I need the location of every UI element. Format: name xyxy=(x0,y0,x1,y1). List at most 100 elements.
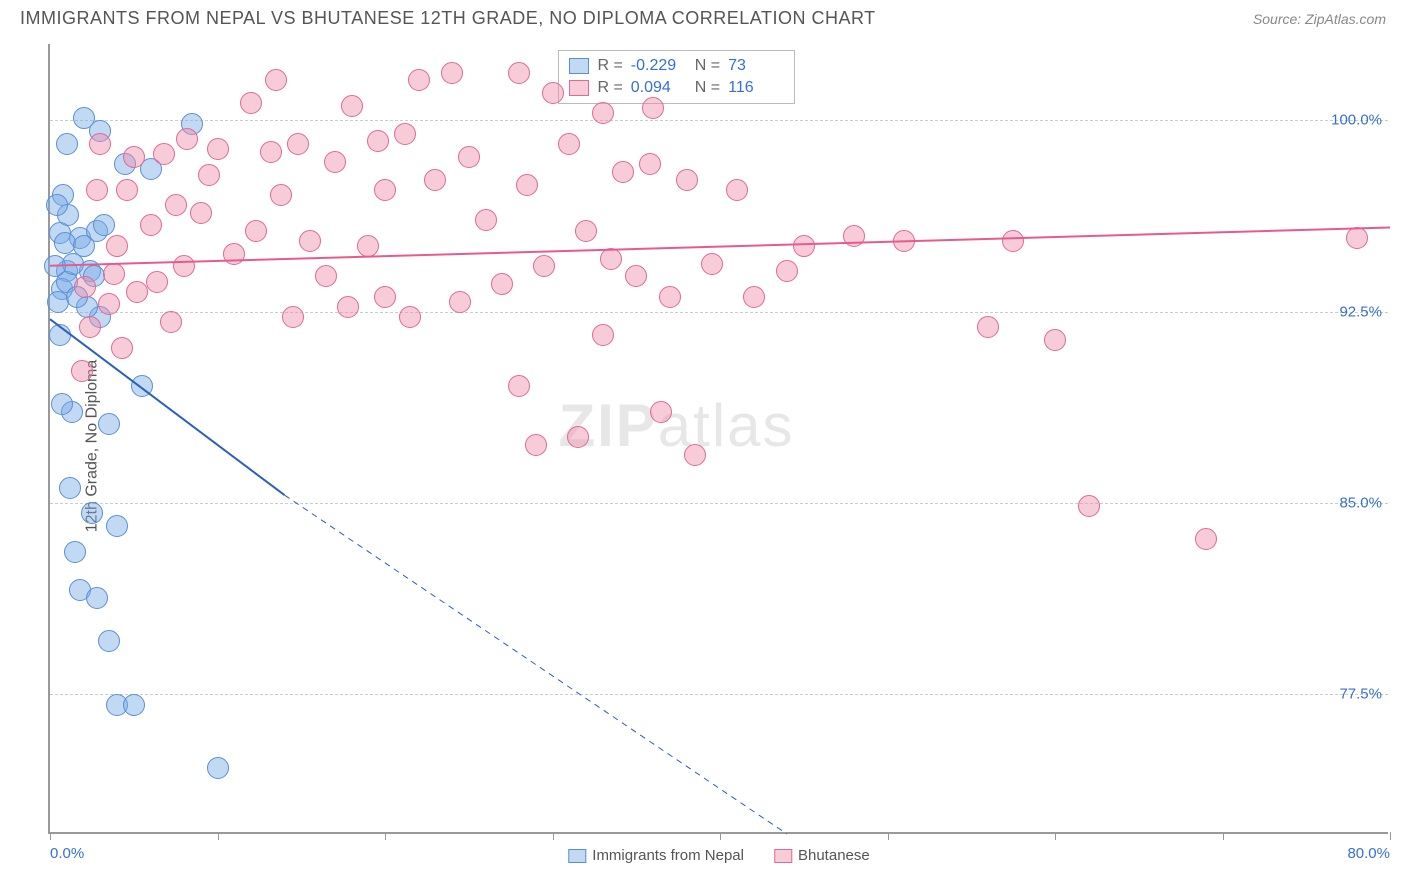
data-point xyxy=(341,95,363,117)
stats-row: R = -0.229N = 73 xyxy=(569,55,784,77)
x-tick xyxy=(888,832,889,840)
legend-swatch xyxy=(569,58,589,74)
data-point xyxy=(367,130,389,152)
x-tick xyxy=(553,832,554,840)
data-point xyxy=(270,184,292,206)
data-point xyxy=(176,128,198,150)
data-point xyxy=(98,293,120,315)
chart-source: Source: ZipAtlas.com xyxy=(1253,11,1386,27)
stats-r-label: R = xyxy=(597,79,622,97)
data-point xyxy=(111,337,133,359)
data-point xyxy=(81,502,103,524)
trend-lines xyxy=(50,44,1390,834)
stats-row: R = 0.094N = 116 xyxy=(569,77,784,99)
data-point xyxy=(491,273,513,295)
data-point xyxy=(533,255,555,277)
x-tick xyxy=(1390,832,1391,840)
data-point xyxy=(508,375,530,397)
data-point xyxy=(684,444,706,466)
stats-n-label: N = xyxy=(695,79,720,97)
legend-swatch xyxy=(568,849,586,863)
data-point xyxy=(567,426,589,448)
data-point xyxy=(475,209,497,231)
data-point xyxy=(71,360,93,382)
data-point xyxy=(223,243,245,265)
legend-item: Bhutanese xyxy=(774,847,870,864)
watermark: ZIPatlas xyxy=(558,391,794,460)
data-point xyxy=(46,194,68,216)
data-point xyxy=(56,133,78,155)
legend-item: Immigrants from Nepal xyxy=(568,847,744,864)
data-point xyxy=(357,235,379,257)
data-point xyxy=(659,286,681,308)
data-point xyxy=(1044,329,1066,351)
data-point xyxy=(600,248,622,270)
data-point xyxy=(408,69,430,91)
data-point xyxy=(153,143,175,165)
data-point xyxy=(240,92,262,114)
data-point xyxy=(612,161,634,183)
data-point xyxy=(394,123,416,145)
y-tick-label: 77.5% xyxy=(1339,685,1382,702)
data-point xyxy=(441,62,463,84)
legend-label: Bhutanese xyxy=(798,847,870,864)
data-point xyxy=(642,97,664,119)
gridline xyxy=(50,694,1388,695)
data-point xyxy=(260,141,282,163)
data-point xyxy=(337,296,359,318)
data-point xyxy=(59,477,81,499)
data-point xyxy=(676,169,698,191)
series-legend: Immigrants from Nepal Bhutanese xyxy=(568,847,869,864)
data-point xyxy=(86,587,108,609)
x-tick xyxy=(720,832,721,840)
data-point xyxy=(146,271,168,293)
gridline xyxy=(50,120,1388,121)
stats-r-label: R = xyxy=(597,57,622,75)
data-point xyxy=(592,324,614,346)
legend-swatch xyxy=(569,80,589,96)
data-point xyxy=(726,179,748,201)
data-point xyxy=(558,133,580,155)
data-point xyxy=(843,225,865,247)
stats-legend: R = -0.229N = 73R = 0.094N = 116 xyxy=(558,50,795,104)
data-point xyxy=(106,515,128,537)
x-tick xyxy=(1223,832,1224,840)
data-point xyxy=(542,82,564,104)
data-point xyxy=(793,235,815,257)
data-point xyxy=(776,260,798,282)
data-point xyxy=(131,375,153,397)
stats-n-label: N = xyxy=(695,57,720,75)
stats-n-value: 73 xyxy=(728,57,784,75)
x-tick xyxy=(1055,832,1056,840)
gridline xyxy=(50,312,1388,313)
x-tick-label: 80.0% xyxy=(1347,845,1390,862)
data-point xyxy=(106,235,128,257)
legend-label: Immigrants from Nepal xyxy=(592,847,744,864)
data-point xyxy=(424,169,446,191)
y-tick-label: 100.0% xyxy=(1331,112,1382,129)
data-point xyxy=(282,306,304,328)
gridline xyxy=(50,503,1388,504)
data-point xyxy=(116,179,138,201)
x-tick xyxy=(218,832,219,840)
data-point xyxy=(743,286,765,308)
data-point xyxy=(98,413,120,435)
data-point xyxy=(575,220,597,242)
data-point xyxy=(458,146,480,168)
data-point xyxy=(79,316,101,338)
data-point xyxy=(123,146,145,168)
data-point xyxy=(265,69,287,91)
data-point xyxy=(140,214,162,236)
watermark-atlas: atlas xyxy=(658,392,795,459)
data-point xyxy=(198,164,220,186)
watermark-zip: ZIP xyxy=(558,392,657,459)
data-point xyxy=(1195,528,1217,550)
data-point xyxy=(74,276,96,298)
scatter-chart: ZIPatlas R = -0.229N = 73R = 0.094N = 11… xyxy=(48,44,1388,834)
data-point xyxy=(126,281,148,303)
data-point xyxy=(49,324,71,346)
data-point xyxy=(64,541,86,563)
data-point xyxy=(93,214,115,236)
data-point xyxy=(299,230,321,252)
data-point xyxy=(525,434,547,456)
